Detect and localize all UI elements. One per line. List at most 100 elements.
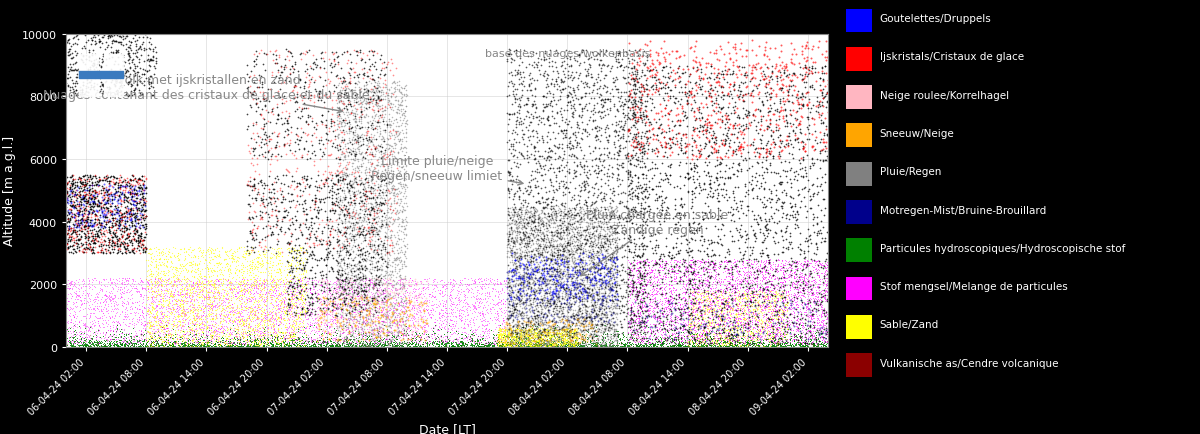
Point (373, 186, 392, 193)
Point (192, 280, 211, 287)
Point (524, 288, 544, 295)
Point (120, 237, 139, 243)
Point (332, 323, 352, 330)
Point (352, 293, 371, 300)
Point (637, 128, 656, 135)
Point (720, 315, 739, 322)
Point (606, 302, 625, 309)
Point (209, 252, 228, 259)
Point (374, 296, 394, 302)
Point (372, 317, 391, 324)
Point (550, 93, 569, 100)
Point (268, 302, 287, 309)
Point (409, 343, 428, 350)
Point (798, 114, 817, 121)
Point (185, 319, 204, 326)
Point (698, 298, 718, 305)
Point (551, 226, 570, 233)
Point (221, 314, 240, 321)
Point (515, 339, 534, 346)
Point (481, 276, 500, 283)
Point (456, 343, 475, 350)
Point (577, 213, 596, 220)
Point (510, 343, 529, 350)
Point (156, 322, 175, 329)
Point (773, 308, 792, 315)
Point (524, 265, 544, 272)
Point (325, 304, 344, 311)
Point (368, 195, 388, 202)
Point (761, 265, 780, 272)
Point (414, 330, 433, 337)
Point (694, 328, 713, 335)
Point (638, 279, 658, 286)
Point (516, 270, 535, 277)
Point (728, 168, 748, 175)
Point (595, 293, 614, 300)
Point (602, 323, 622, 330)
Point (499, 267, 518, 274)
Point (218, 343, 238, 350)
Point (497, 333, 516, 340)
Point (661, 323, 680, 330)
Point (679, 308, 698, 315)
Point (70, 293, 89, 300)
Point (628, 253, 647, 260)
Point (550, 273, 569, 280)
Point (568, 163, 587, 170)
Point (640, 127, 659, 134)
Point (708, 177, 727, 184)
Point (461, 294, 480, 301)
Point (716, 332, 736, 339)
Point (119, 208, 138, 215)
Point (245, 343, 264, 350)
Point (334, 283, 353, 290)
Point (740, 332, 760, 339)
Point (443, 286, 462, 293)
Point (662, 327, 682, 334)
Point (620, 270, 640, 277)
Point (719, 315, 738, 322)
Point (534, 241, 553, 248)
Point (540, 256, 559, 263)
Point (754, 296, 773, 303)
Point (565, 327, 584, 334)
Point (534, 326, 553, 332)
Point (638, 178, 658, 185)
Point (65, 322, 84, 329)
Point (803, 289, 822, 296)
Point (464, 322, 484, 329)
Point (257, 312, 276, 319)
Point (178, 309, 197, 316)
Point (689, 282, 708, 289)
Point (209, 286, 228, 293)
Point (784, 269, 803, 276)
Point (452, 344, 472, 351)
Point (433, 303, 452, 310)
Point (688, 340, 707, 347)
Point (340, 279, 359, 286)
Point (580, 208, 599, 215)
Point (480, 299, 499, 306)
Point (168, 335, 187, 342)
Point (755, 299, 774, 306)
Point (575, 324, 594, 331)
Point (292, 307, 311, 314)
Point (373, 336, 392, 343)
Point (98, 86, 118, 93)
Point (122, 220, 142, 227)
Point (340, 97, 359, 104)
Point (816, 329, 835, 336)
Point (311, 198, 330, 205)
Point (684, 299, 703, 306)
Point (650, 91, 670, 98)
Point (518, 267, 538, 274)
Point (521, 284, 540, 291)
Point (545, 271, 564, 278)
Point (264, 194, 283, 201)
Point (271, 153, 290, 160)
Point (550, 326, 569, 333)
Point (631, 312, 650, 319)
Point (593, 263, 612, 270)
Point (175, 306, 194, 313)
